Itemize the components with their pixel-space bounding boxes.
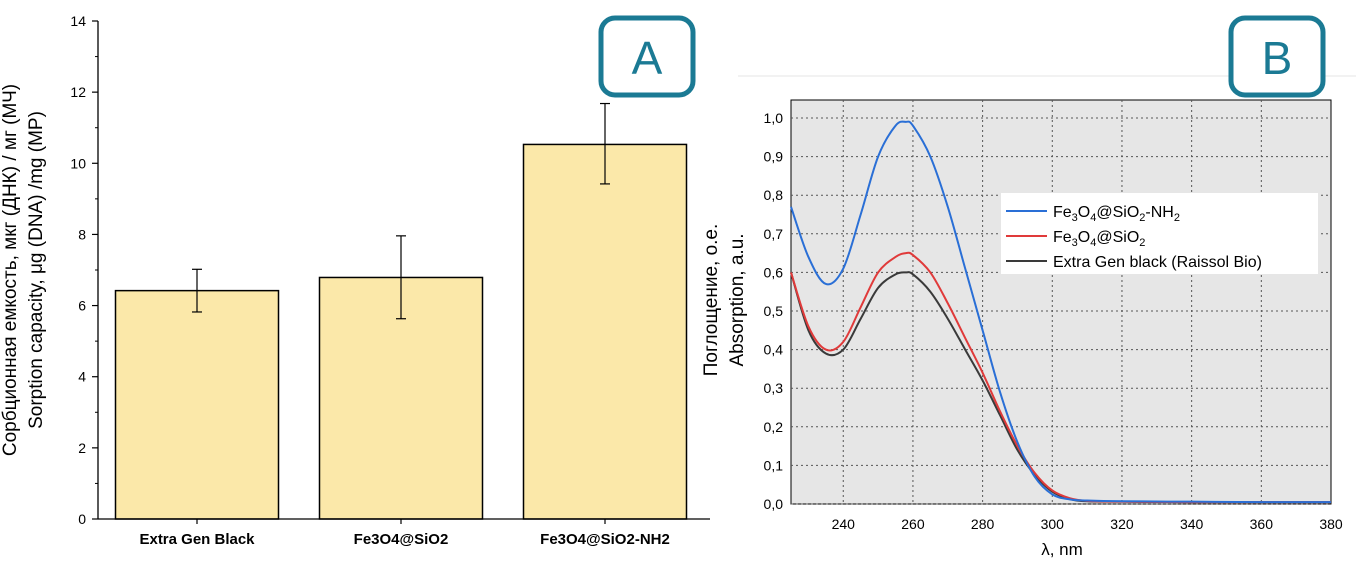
b-x-tick-label: 380	[1319, 516, 1343, 532]
a-category-label: Extra Gen Black	[139, 531, 255, 548]
b-y-tick-label: 0,2	[764, 419, 784, 435]
b-plot-area	[790, 99, 1332, 505]
b-y-tick-label: 0,8	[764, 187, 784, 203]
b-legend-subscript: 4	[1090, 237, 1096, 249]
a-y-axis-label-ru: Сорбционная емкость, мкг (ДНК) / мг (МЧ)	[0, 84, 21, 456]
b-legend-text: Extra Gen black (Raissol Bio)	[1053, 254, 1262, 271]
b-y-tick-label: 0,7	[764, 226, 784, 242]
b-y-tick-label: 0,6	[764, 264, 784, 280]
panel-b-label: B	[1262, 32, 1293, 84]
b-series-line	[790, 120, 1332, 504]
b-y-tick-label: 0,9	[764, 149, 784, 165]
b-y-axis-label-ru: Поглощение, о.е.	[701, 224, 722, 377]
b-y-tick-label: 0,1	[764, 457, 784, 473]
a-y-tick-label: 12	[70, 84, 86, 100]
b-legend-subscript: 2	[1139, 237, 1145, 249]
b-legend-text: @SiO	[1096, 229, 1139, 246]
b-y-tick-label: 1,0	[764, 110, 784, 126]
a-y-tick-label: 6	[78, 298, 86, 314]
b-legend-box	[1001, 193, 1318, 274]
b-y-tick-label: 0,3	[764, 380, 784, 396]
b-legend-text: O	[1078, 204, 1090, 221]
b-legend-subscript: 3	[1072, 237, 1078, 249]
a-category-label: Fe3O4@SiO2	[354, 531, 449, 548]
b-x-axis-label: λ, nm	[1041, 540, 1083, 559]
panel-b-line-chart: 0,0 0,1 0,2 0,3 0,4 0,5 0,6 0,7 0,8 0,9 1,0 240 260…	[701, 15, 1356, 559]
b-y-tick-label: 0,5	[764, 303, 784, 319]
a-y-tick-label: 10	[70, 155, 86, 171]
b-legend-entry: Fe3O4@SiO2-NH2	[1053, 204, 1180, 224]
a-category-label: Fe3O4@SiO2-NH2	[540, 531, 670, 548]
b-y-axis-label-en: Absorption, a.u.	[727, 233, 748, 366]
b-x-tick-label: 340	[1180, 516, 1204, 532]
a-y-tick-label: 0	[78, 511, 86, 527]
b-legend-entry: Fe3O4@SiO2	[1053, 229, 1145, 249]
panel-a-badge	[598, 15, 696, 98]
b-x-tick-label: 300	[1041, 516, 1065, 532]
a-y-tick-label: 14	[70, 13, 86, 29]
a-bar	[114, 289, 280, 520]
b-legend-text: O	[1078, 229, 1090, 246]
panel-a-label: A	[632, 32, 663, 84]
panel-b-badge	[1228, 15, 1326, 98]
b-legend-subscript: 2	[1174, 212, 1180, 224]
b-legend-text: -NH	[1145, 204, 1173, 221]
b-x-tick-label: 280	[971, 516, 995, 532]
a-bar	[522, 143, 688, 520]
b-x-tick-label: 240	[832, 516, 856, 532]
b-y-tick-label: 0,4	[764, 342, 784, 358]
b-legend-subscript: 2	[1139, 212, 1145, 224]
b-legend-text: Fe	[1053, 229, 1072, 246]
b-x-tick-label: 260	[901, 516, 925, 532]
a-y-tick-label: 4	[78, 369, 86, 385]
a-y-axis-label-en: Sorption capacity, μg (DNA) /mg (MP)	[26, 111, 47, 429]
b-y-tick-label: 0,0	[764, 496, 784, 512]
b-legend-text: Fe	[1053, 204, 1072, 221]
b-x-tick-label: 360	[1250, 516, 1274, 532]
a-y-tick-label: 8	[78, 226, 86, 242]
a-y-tick-label: 2	[78, 440, 86, 456]
b-legend-entry: Extra Gen black (Raissol Bio)	[1053, 254, 1262, 271]
b-legend-subscript: 4	[1090, 212, 1096, 224]
b-legend-text: @SiO	[1096, 204, 1139, 221]
b-x-tick-label: 320	[1110, 516, 1134, 532]
panel-a-bar-chart: 0 2 4 6 8 10 12 14 Extra Gen Black Fe3O4@SiO2 Fe3…	[0, 13, 710, 548]
b-legend-subscript: 3	[1072, 212, 1078, 224]
